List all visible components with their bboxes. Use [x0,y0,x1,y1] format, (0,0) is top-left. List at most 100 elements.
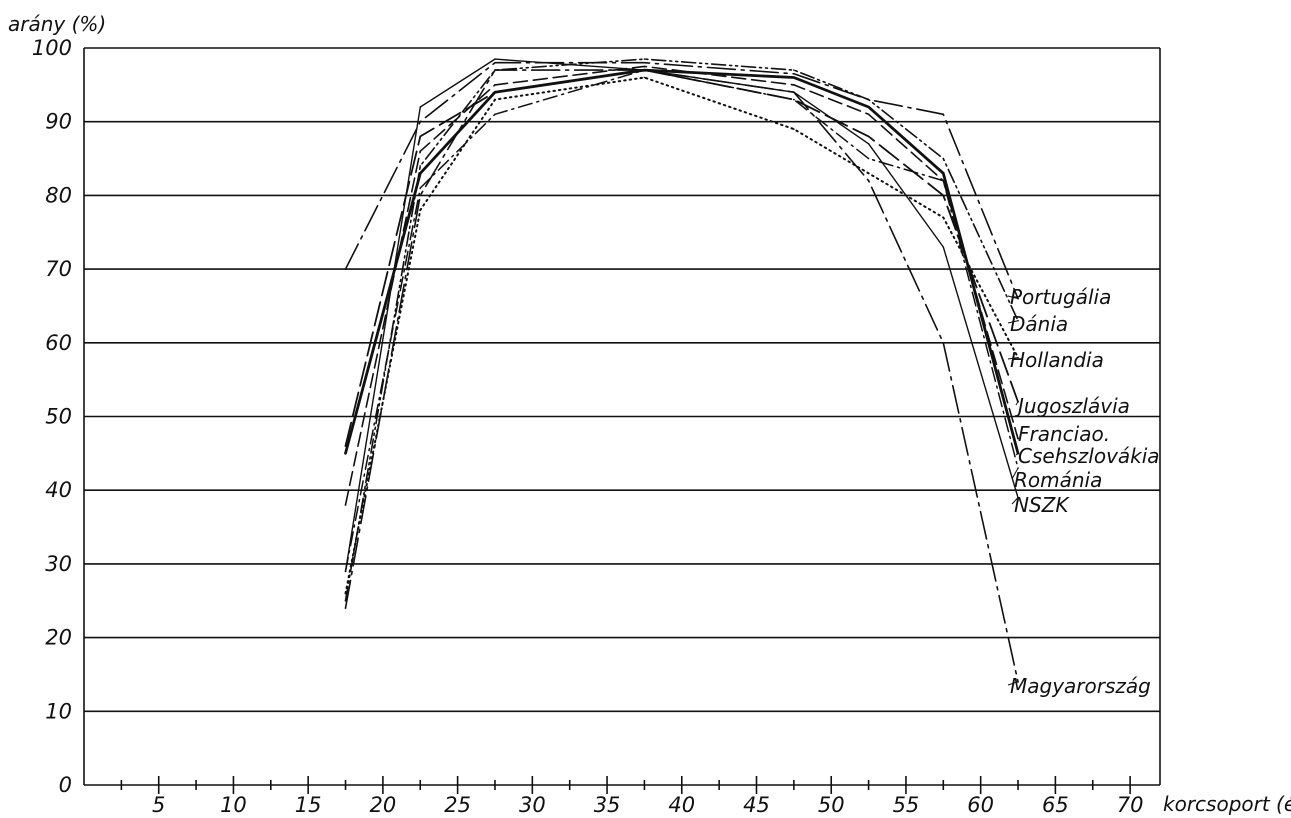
data-point [942,157,945,160]
series-label: Dánia [1010,312,1068,336]
y-tick-label: 80 [45,183,72,207]
label-leader-line [1007,295,1019,300]
data-point [494,69,496,71]
data-point [419,165,422,167]
data-point [344,607,347,609]
data-point [643,76,646,79]
series-line-3 [344,69,1019,447]
series-label: Magyarország [1010,674,1151,698]
series-label: Portugália [1010,285,1111,309]
y-tick-label: 30 [45,552,72,576]
axes [83,48,1161,794]
data-point [494,61,496,64]
data-point [793,72,795,75]
x-tick-label: 45 [743,793,770,817]
y-tick-label: 40 [45,478,72,502]
label-leader-line [1011,467,1019,480]
data-point [344,452,347,455]
data-point [494,113,496,116]
x-tick-label: 60 [967,793,994,817]
y-tick-label: 20 [45,626,72,650]
label-leader-line [1011,497,1019,505]
data-point [793,91,795,94]
series-label: Hollandia [1010,348,1104,372]
y-tick-label: 10 [45,699,72,723]
x-tick-label: 25 [444,793,471,817]
series-line-0 [344,61,1019,300]
series-label: Franciao. [1018,422,1110,446]
data-point [643,65,646,68]
data-point [942,194,945,197]
data-point [867,113,870,116]
label-leader-line [1015,401,1019,406]
data-point [419,106,422,108]
x-tick-label: 50 [818,793,845,817]
data-point [419,187,422,189]
y-tick-label: 90 [45,110,72,134]
data-point [942,179,945,182]
data-point [419,150,422,152]
data-point [867,98,870,101]
data-point [643,61,646,64]
data-point [793,84,795,86]
data-point [494,58,496,60]
x-tick-label: 15 [295,793,322,817]
label-leader-line [1007,357,1019,360]
data-point [494,84,496,86]
data-point [494,98,496,101]
data-point [344,268,347,270]
data-point [942,172,945,175]
data-point [793,98,795,101]
series-line-6 [344,69,1019,573]
data-point [942,342,945,344]
data-point [344,592,347,595]
y-tick-label: 70 [45,257,72,281]
series-line-8 [344,69,1019,683]
y-tick-label: 50 [45,405,72,429]
data-point [643,69,646,71]
series-line-1 [344,58,1019,602]
data-point [867,143,870,145]
data-point [344,504,347,506]
tick-labels: 0 10 20 30 40 50 60 70 80 90 100 5 10 15 20 25 30 35 40 45 5… [32,36,1144,817]
label-leader-line [1015,452,1019,456]
data-point [942,246,945,248]
data-point [793,76,795,79]
data-point [942,216,945,219]
series-label: Csehszlovákia [1018,444,1160,468]
x-axis-title: korcsoport (év) [1163,792,1291,816]
data-point [867,106,870,108]
series-line-5 [344,68,1020,455]
series-label: Jugoszlávia [1014,394,1130,418]
data-point [419,120,422,123]
data-point [867,135,870,138]
data-point [867,157,870,160]
label-leader-line [1007,681,1019,686]
data-point [867,179,870,182]
x-tick-label: 20 [370,793,397,817]
data-point [793,128,795,130]
data-point [419,209,422,211]
data-point [419,194,422,197]
y-axis-title: arány (%) [8,12,106,36]
grid-lines [84,47,1160,713]
data-point [344,599,347,602]
x-tick-label: 70 [1117,793,1144,817]
series-label: Románia [1014,468,1102,492]
series-label: NSZK [1014,493,1070,517]
x-tick-label: 40 [668,793,695,817]
data-point [793,69,795,71]
series-line-2 [344,76,1019,595]
data-point [344,570,347,573]
series-line-7 [344,58,1019,572]
y-tick-label: 100 [32,36,72,60]
x-tick-label: 35 [594,793,621,817]
x-tick-label: 65 [1042,793,1069,817]
y-tick-label: 60 [45,331,72,355]
label-leader-line [1015,432,1019,439]
data-point [942,113,945,116]
series-lines [344,58,1020,683]
series-labels: Portugália Dánia Hollandia Jugoszlávia Franc… [1007,285,1160,698]
data-point [419,172,422,175]
